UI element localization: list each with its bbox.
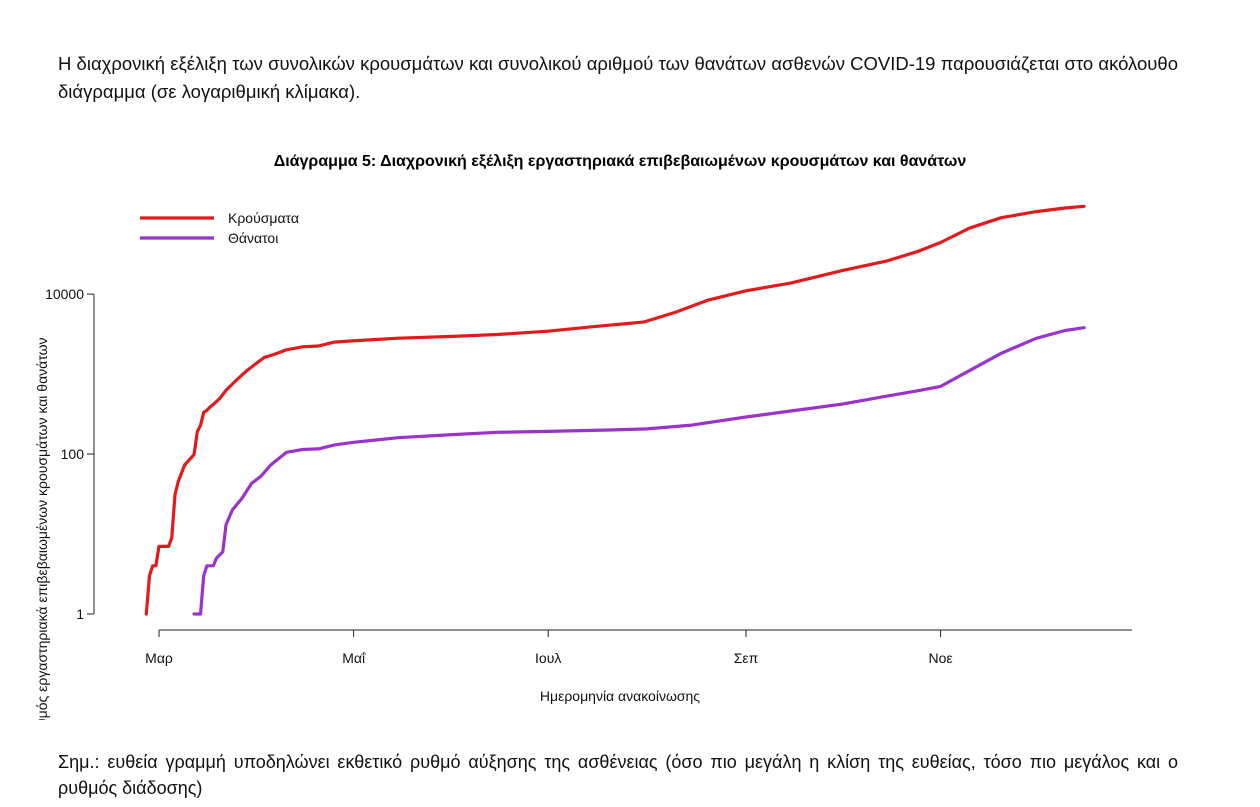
axes: 1 100 10000 Μαρ Μαΐ Ιουλ Σεπ Νοε [45, 286, 1132, 666]
intro-paragraph: Η διαχρονική εξέλιξη των συνολικών κρουσ… [58, 53, 1178, 102]
series-layer [144, 204, 1086, 616]
y-axis-label: Αριθμός εργαστηριακά επιβεβαιωμένων κρου… [34, 337, 50, 720]
y-tick-label: 100 [61, 446, 85, 462]
series-line-1 [144, 204, 1086, 616]
y-tick-label: 10000 [45, 286, 84, 302]
chart-title: Διάγραμμα 5: Διαχρονική εξέλιξη εργαστηρ… [274, 153, 967, 170]
legend: Κρούσματα Θάνατοι [140, 210, 299, 246]
line-chart: Διάγραμμα 5: Διαχρονική εξέλιξη εργαστηρ… [34, 153, 1132, 720]
x-tick-label: Μαρ [145, 650, 173, 666]
footnote: Σημ.: ευθεία γραμμή υποδηλώνει εκθετικό … [58, 752, 1178, 798]
legend-label-2: Θάνατοι [228, 230, 278, 246]
x-tick-label: Νοε [929, 650, 953, 666]
x-tick-label: Μαΐ [342, 650, 366, 666]
x-axis-label: Ημερομηνία ανακοίνωσης [540, 688, 700, 704]
y-tick-label: 1 [76, 606, 84, 622]
legend-label-1: Κρούσματα [228, 210, 299, 226]
x-tick-label: Σεπ [734, 650, 759, 666]
series-line-2 [192, 326, 1086, 616]
x-tick-label: Ιουλ [535, 650, 561, 666]
